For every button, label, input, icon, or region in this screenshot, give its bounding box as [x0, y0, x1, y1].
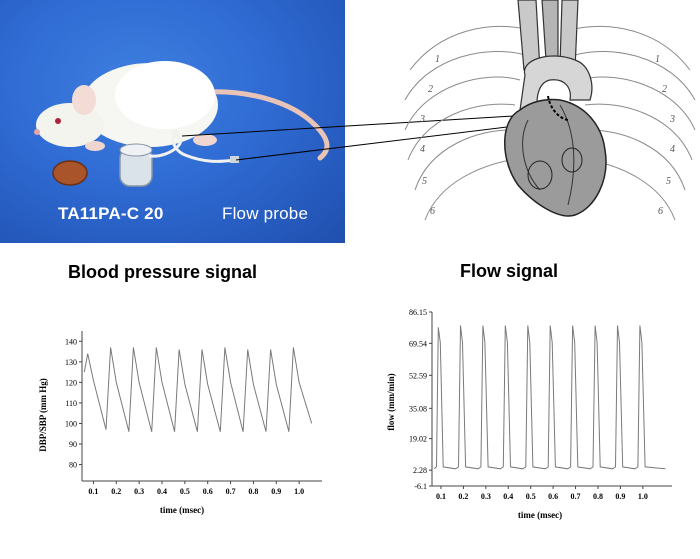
flow-x-tick-label: 0.6: [548, 492, 558, 501]
bp-y-tick-label: 90: [69, 440, 77, 449]
blood-pressure-chart: 80 90 100 110 120 130 140 0.1 0.2 0.3 0.4 0.5 0.6 0.7…: [38, 331, 322, 515]
rat-hind-foot: [193, 134, 217, 146]
flow-x-tick-label: 0.3: [481, 492, 491, 501]
rib-number-left-6: 6: [430, 206, 435, 217]
pointer-line-pressure: [181, 114, 531, 137]
bp-x-tick-label: 0.8: [248, 487, 258, 496]
bp-x-tick-label: 0.2: [111, 487, 121, 496]
device-label: TA11PA-C 20: [58, 204, 164, 223]
bp-x-tick-label: 0.6: [203, 487, 213, 496]
flow-x-tick-label: 0.9: [615, 492, 625, 501]
flow-x-tick-label: 0.8: [593, 492, 603, 501]
rib-number-right-6: 6: [658, 206, 663, 217]
bp-y-tick-label: 140: [65, 337, 77, 346]
bp-y-tick-label: 100: [65, 419, 77, 428]
flow-x-tick-label: 0.5: [526, 492, 536, 501]
bp-y-tick-label: 80: [69, 461, 77, 470]
probe-tip: [172, 130, 180, 138]
flow-x-tick-label: 0.7: [571, 492, 581, 501]
flow-plot-area: -6.1 2.28 19.02 35.08 52.59 69.54 86.15 0.1 0.2 0…: [409, 308, 672, 501]
great-vessels: [517, 0, 593, 111]
bp-y-axis-label: DBP/SBP (mm Hg): [38, 378, 48, 452]
rib-number-right-3: 3: [669, 114, 675, 125]
rib-number-left-1: 1: [435, 54, 440, 65]
rib-number-left-2: 2: [428, 84, 433, 95]
flow-chart: -6.1 2.28 19.02 35.08 52.59 69.54 86.15 0.1 0.2 0…: [386, 308, 672, 520]
rat-back: [115, 61, 215, 129]
pointer-line-flow: [235, 122, 541, 161]
rib-number-right-1: 1: [655, 54, 660, 65]
blood-pressure-heading: Blood pressure signal: [68, 262, 258, 282]
flow-y-tick-label: 2.28: [413, 466, 427, 475]
bp-x-tick-label: 0.4: [157, 487, 167, 496]
bp-x-axis-label: time (msec): [160, 505, 204, 515]
flow-y-tick-label: 69.54: [409, 339, 427, 348]
rat-illustration: [34, 61, 330, 187]
flow-x-tick-label: 0.4: [503, 492, 513, 501]
bp-x-tick-label: 0.1: [88, 487, 98, 496]
flow-y-tick-label: -6.1: [414, 482, 427, 491]
probe-cable: [148, 134, 237, 163]
bp-x-tick-label: 0.3: [134, 487, 144, 496]
penny-coin: [52, 160, 88, 186]
flow-y-tick-label: 19.02: [409, 435, 427, 444]
flow-probe-label: Flow probe: [222, 204, 309, 223]
bp-signal-trace: [83, 347, 313, 432]
rib-number-right-5: 5: [666, 176, 671, 187]
flow-y-tick-label: 86.15: [409, 308, 427, 317]
rib-number-right-2: 2: [662, 84, 667, 95]
bp-x-tick-label: 0.9: [271, 487, 281, 496]
bp-y-tick-label: 120: [65, 378, 77, 387]
rat-photo-panel: TA11PA-C 20 Flow probe: [0, 0, 345, 243]
bp-y-tick-label: 130: [65, 358, 77, 367]
bp-y-tick-label: 110: [65, 399, 77, 408]
rib-number-right-4: 4: [670, 144, 675, 155]
flow-x-tick-label: 0.2: [458, 492, 468, 501]
bp-x-tick-label: 0.7: [226, 487, 236, 496]
rat-eye: [55, 118, 61, 124]
flow-probe-head: [230, 156, 239, 163]
heart-drawing: [504, 95, 607, 217]
rat-tail: [202, 89, 330, 161]
rib-number-left-5: 5: [422, 176, 427, 187]
anatomy-illustration: 1 2 3 4 5 6 1 2 3 4 5 6: [400, 0, 700, 243]
flow-x-tick-label: 0.1: [436, 492, 446, 501]
rat-nose: [34, 129, 40, 135]
flow-x-axis-label: time (msec): [518, 510, 562, 520]
rib-number-left-4: 4: [420, 144, 425, 155]
bp-x-tick-label: 1.0: [294, 487, 304, 496]
flow-y-axis-label: flow (mm/min): [386, 373, 396, 430]
flow-x-tick-label: 1.0: [638, 492, 648, 501]
flow-y-tick-label: 52.59: [409, 371, 427, 380]
flow-y-tick-label: 35.08: [409, 404, 427, 413]
flow-signal-heading: Flow signal: [460, 261, 559, 281]
bp-x-tick-label: 0.5: [180, 487, 190, 496]
flow-signal-trace: [433, 325, 666, 470]
rat-front-foot: [85, 141, 105, 151]
rib-number-left-3: 3: [419, 114, 425, 125]
rat-ear: [72, 85, 96, 115]
bp-plot-area: 80 90 100 110 120 130 140 0.1 0.2 0.3 0.4 0.5 0.6 0.7…: [65, 331, 322, 496]
